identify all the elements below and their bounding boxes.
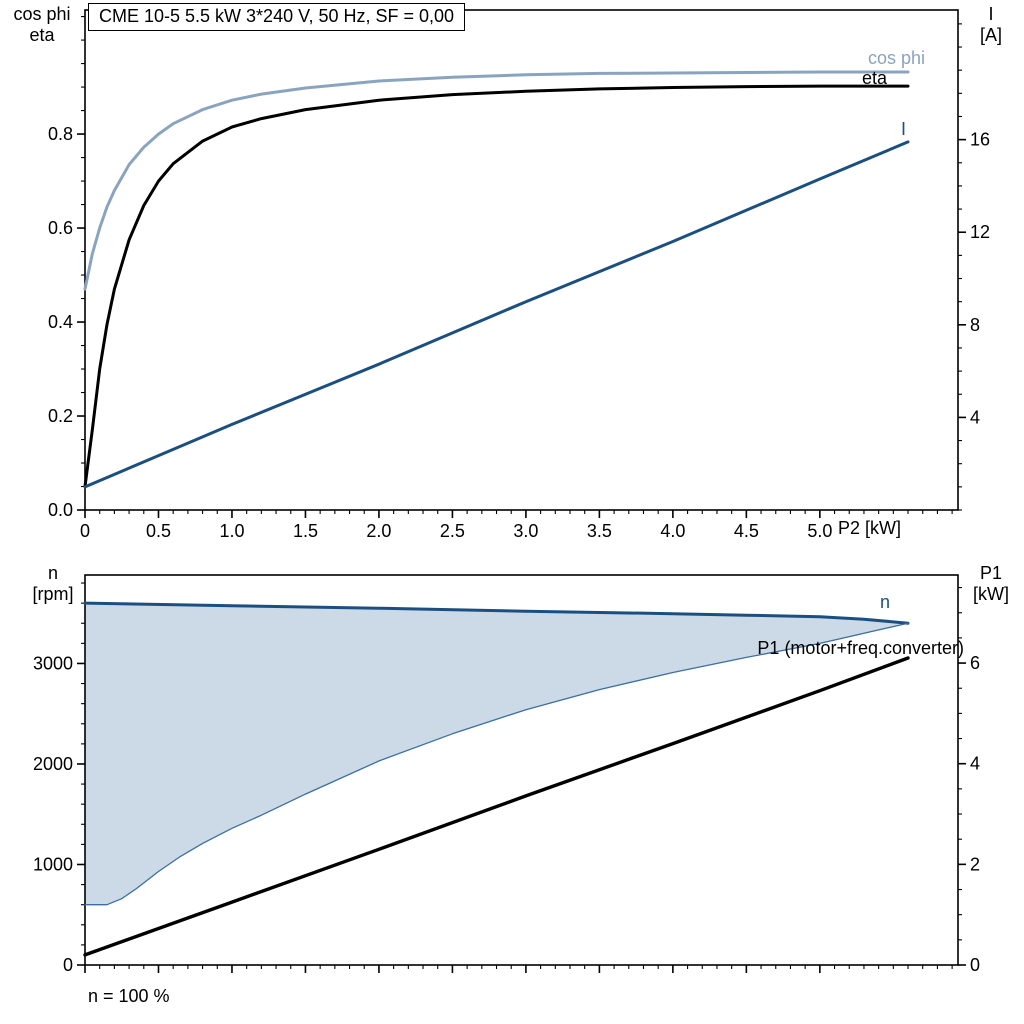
y-left-tick-label: 3000 [33, 653, 73, 673]
y-left-tick-label: 0.2 [48, 406, 73, 426]
axis-title-speed: n [47, 563, 58, 583]
axis-title-current-unit: [A] [979, 25, 1002, 45]
x-tick-label: 4.0 [660, 521, 685, 541]
y-right-tick-label: 6 [970, 653, 980, 673]
x-axis-label-p2: P2 [kW] [838, 518, 902, 538]
curve-label-current: I [901, 119, 907, 139]
y-left-tick-label: 0.8 [48, 124, 73, 144]
y-right-tick-label: 4 [970, 407, 980, 427]
y-right-tick-label: 16 [970, 130, 990, 150]
x-tick-label: 5.0 [807, 521, 832, 541]
x-tick-label: 4.5 [734, 521, 759, 541]
curve-label-eta: eta [862, 68, 888, 88]
curve-cos-phi [83, 70, 910, 291]
x-tick-label: 3.0 [513, 521, 538, 541]
x-tick-label: 3.5 [587, 521, 612, 541]
curve-label-p1: P1 (motor+freq.converter) [757, 638, 964, 658]
axis-title-eta: eta [29, 25, 55, 45]
axis-title-current: I [988, 4, 994, 24]
y-left-tick-label: 1000 [33, 854, 73, 874]
y-left-tick-label: 0.6 [48, 218, 73, 238]
axis-title-cos-phi: cos phi [13, 4, 71, 24]
plot-frame [84, 574, 959, 966]
y-left-tick-label: 0.0 [48, 500, 73, 520]
axis-title-p1-unit: [kW] [973, 584, 1009, 604]
speed-percentage-note: n = 100 % [88, 986, 170, 1006]
curve-speed-range-lower-boundary [84, 622, 909, 906]
x-tick-label: 2.5 [440, 521, 465, 541]
curve-p1-motor-freq-converter- [83, 656, 910, 957]
y-right-tick-label: 2 [970, 854, 980, 874]
bottom-left-axis-title: n [rpm] [20, 563, 86, 605]
top-left-axis-title: cos phi eta [0, 4, 84, 46]
curve-eta [83, 84, 910, 488]
axis-title-p1: P1 [979, 563, 1003, 583]
curve-i [83, 140, 910, 489]
y-right-tick-label: 4 [970, 754, 980, 774]
curve-label-cos-phi: cos phi [868, 48, 926, 68]
speed-range-fill [85, 603, 908, 905]
x-tick-label: 0 [80, 521, 90, 541]
y-left-tick-label: 0.4 [48, 312, 73, 332]
curve-n [83, 601, 910, 625]
curve-label-speed: n [880, 592, 891, 612]
x-tick-label: 2.0 [366, 521, 391, 541]
x-tick-label: 0.5 [146, 521, 171, 541]
x-tick-label: 1.0 [219, 521, 244, 541]
top-right-axis-title: I [A] [962, 4, 1020, 46]
y-right-tick-label: 0 [970, 955, 980, 975]
axis-title-speed-unit: [rpm] [32, 584, 74, 604]
bottom-right-axis-title: P1 [kW] [960, 563, 1022, 605]
x-tick-label: 1.5 [293, 521, 318, 541]
y-right-tick-label: 8 [970, 315, 980, 335]
chart-title-box: CME 10-5 5.5 kW 3*240 V, 50 Hz, SF = 0,0… [88, 3, 466, 31]
y-left-tick-label: 2000 [33, 754, 73, 774]
y-right-tick-label: 12 [970, 222, 990, 242]
y-left-tick-label: 0 [63, 955, 73, 975]
plot-frame [84, 9, 959, 511]
